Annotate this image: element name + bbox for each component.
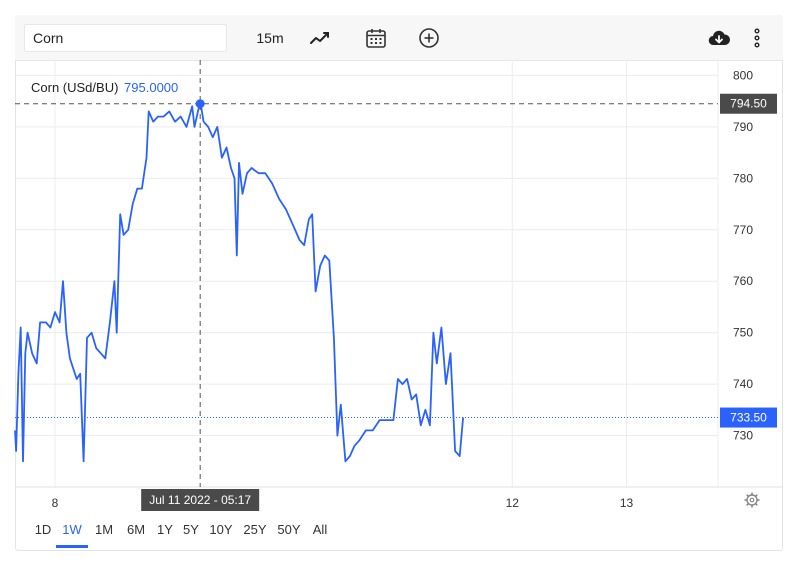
y-tick-label: 730 bbox=[733, 429, 753, 443]
last-price-tag bbox=[720, 407, 777, 428]
y-tick-label: 780 bbox=[733, 171, 753, 185]
price-series-line bbox=[14, 100, 464, 463]
crosshair-price-label: 794.50 bbox=[730, 97, 767, 111]
y-tick-label: 770 bbox=[733, 223, 753, 237]
more-vertical-icon[interactable] bbox=[745, 26, 769, 50]
crosshair-price-tag bbox=[720, 93, 777, 114]
range-button-5y[interactable]: 5Y bbox=[183, 522, 199, 537]
range-button-all[interactable]: All bbox=[312, 522, 328, 537]
x-axis: 8 12 13 bbox=[52, 496, 634, 510]
x-tick-label: 12 bbox=[506, 496, 520, 510]
range-button-1m[interactable]: 1M bbox=[94, 522, 114, 537]
y-tick-label: 760 bbox=[733, 274, 753, 288]
calendar-icon[interactable] bbox=[364, 26, 388, 50]
chart-grid bbox=[15, 60, 783, 488]
range-button-1w[interactable]: 1W bbox=[56, 518, 88, 548]
chart-frame bbox=[15, 15, 783, 551]
cloud-download-icon[interactable] bbox=[707, 26, 731, 50]
range-button-50y[interactable]: 50Y bbox=[277, 522, 301, 537]
range-button-6m[interactable]: 6M bbox=[126, 522, 146, 537]
y-tick-label: 790 bbox=[733, 120, 753, 134]
chart-legend: Corn (USd/BU) 795.0000 bbox=[31, 80, 178, 95]
range-button-10y[interactable]: 10Y bbox=[209, 522, 233, 537]
y-axis: 730 740 750 760 770 780 790 800 bbox=[733, 68, 753, 442]
interval-selector[interactable]: 15m bbox=[256, 30, 284, 46]
legend-value: 795.0000 bbox=[124, 80, 179, 95]
range-button-25y[interactable]: 25Y bbox=[243, 522, 267, 537]
y-tick-label: 740 bbox=[733, 377, 753, 391]
y-tick-label: 750 bbox=[733, 326, 753, 340]
range-button-1y[interactable]: 1Y bbox=[157, 522, 173, 537]
crosshair-date-tag bbox=[141, 489, 260, 511]
line-chart-icon[interactable] bbox=[308, 26, 332, 50]
crosshair-point bbox=[195, 99, 205, 109]
crosshair-date-label: Jul 11 2022 - 05:17 bbox=[149, 493, 251, 507]
chart-settings-icon[interactable] bbox=[744, 492, 760, 508]
x-tick-label: 13 bbox=[620, 496, 634, 510]
range-button-1d[interactable]: 1D bbox=[34, 522, 52, 537]
last-price-label: 733.50 bbox=[730, 411, 767, 425]
y-tick-label: 800 bbox=[733, 68, 753, 82]
x-tick-label: 8 bbox=[52, 496, 59, 510]
legend-label: Corn (USd/BU) bbox=[31, 80, 119, 95]
add-circle-icon[interactable] bbox=[417, 26, 441, 50]
symbol-search-input[interactable]: Corn bbox=[24, 24, 227, 52]
